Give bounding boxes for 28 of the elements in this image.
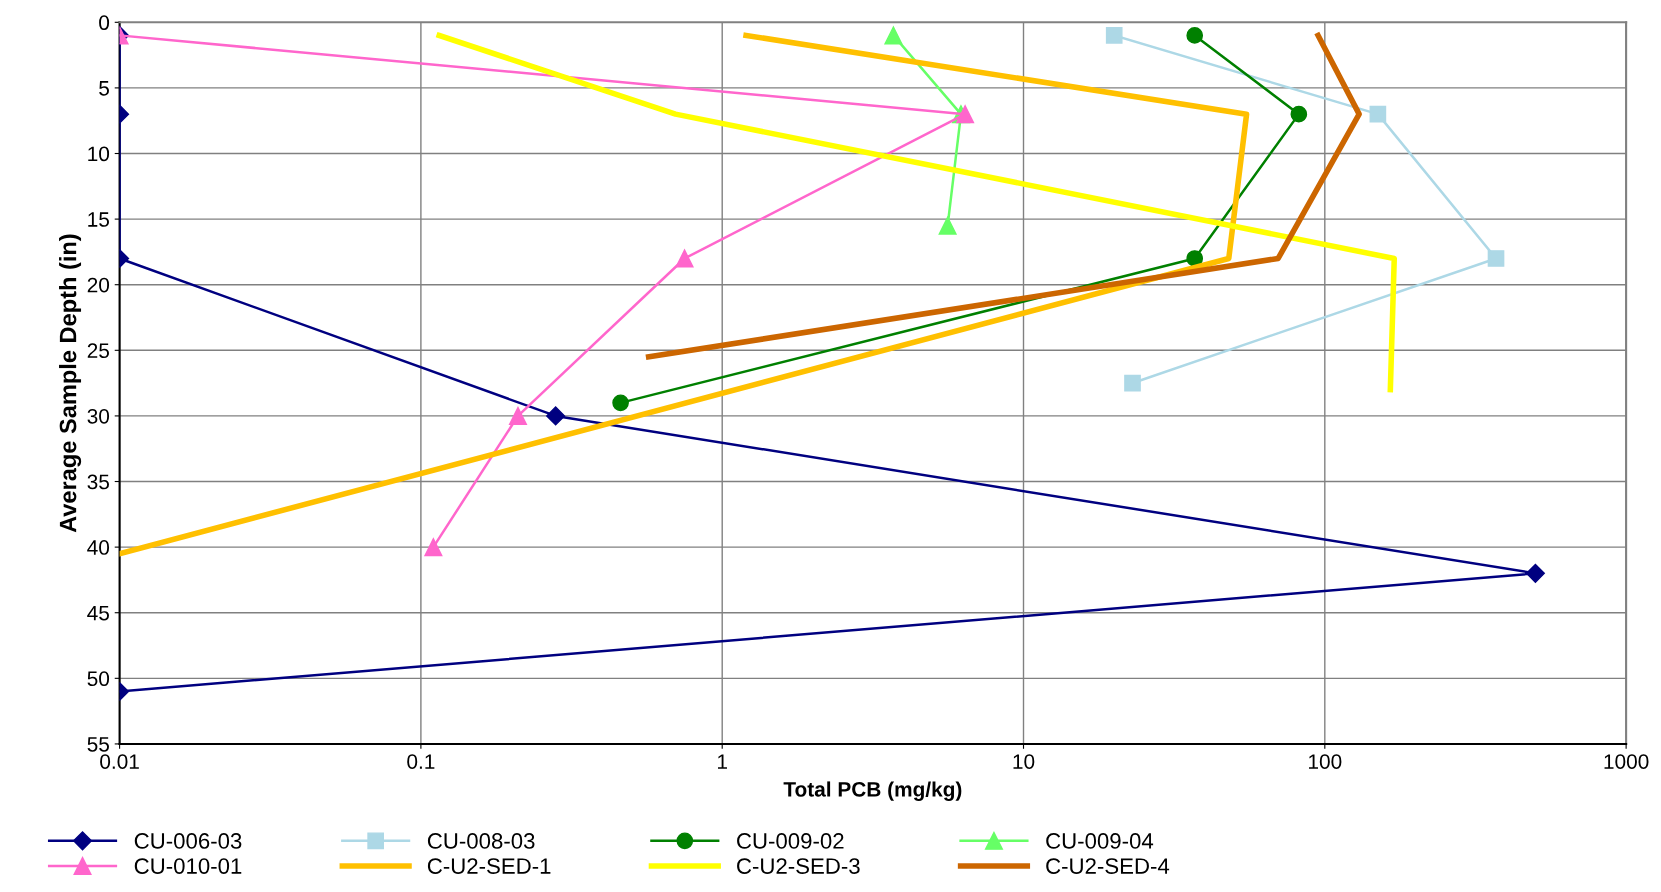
x-tick-label: 1000 [1604, 754, 1649, 769]
legend-label: CU-009-02 [737, 833, 844, 849]
y-tick-label: 25 [87, 343, 109, 359]
legend-label: C-U2-SED-4 [1046, 858, 1170, 874]
y-tick-label: 30 [87, 408, 110, 424]
y-tick-label: 5 [99, 81, 109, 96]
legend-label: C-U2-SED-1 [427, 858, 551, 874]
y-tick-label: 10 [88, 146, 110, 162]
y-tick-label: 15 [88, 212, 109, 227]
x-tick-label: 10 [1013, 754, 1035, 769]
y-tick-label: 0 [99, 15, 110, 31]
legend-label: CU-006-03 [134, 833, 242, 849]
y-tick-label: 45 [87, 605, 109, 621]
x-axis-title: Total PCB (mg/kg) [783, 781, 962, 801]
y-axis-title: Average Sample Depth (in) [59, 234, 82, 533]
y-tick-label: 50 [87, 671, 110, 687]
legend-label: CU-008-03 [427, 833, 535, 849]
legend-label: CU-009-04 [1046, 833, 1154, 849]
y-tick-label: 35 [87, 474, 109, 490]
legend-label: CU-010-01 [134, 858, 242, 874]
x-tick-label: 100 [1309, 754, 1342, 769]
x-tick-label: 1 [718, 754, 727, 769]
x-tick-label: 0.1 [407, 754, 435, 769]
y-tick-label: 20 [87, 277, 110, 293]
y-tick-label: 55 [87, 737, 109, 752]
legend-label: C-U2-SED-3 [737, 858, 860, 874]
y-tick-label: 40 [87, 540, 110, 555]
x-tick-label: 0.01 [100, 754, 139, 769]
